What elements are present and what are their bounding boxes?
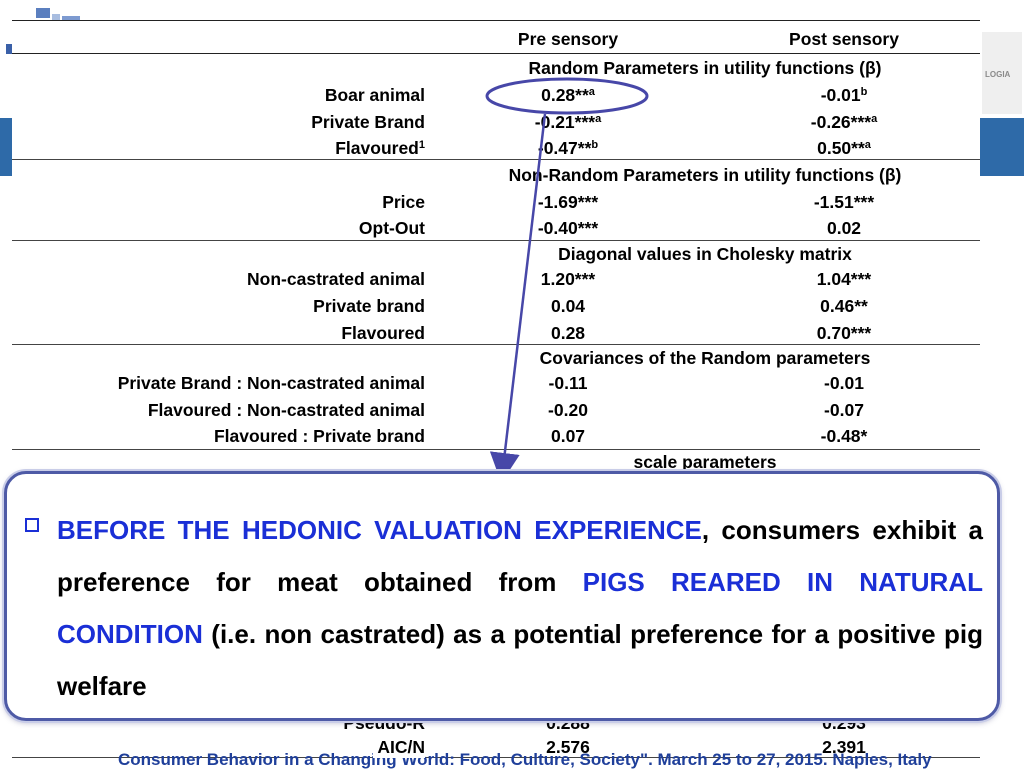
- cell-non-castrated-pre: 1.20***: [540, 269, 596, 289]
- rule-nonrandom-end: [12, 240, 980, 241]
- cell-non-castrated-post: 1.04***: [816, 269, 872, 289]
- cell-private-brand-post: -0.26***a: [810, 112, 878, 132]
- section-nonrandom-title: Non-Random Parameters in utility functio…: [508, 165, 902, 185]
- highlight-ellipse: [485, 77, 649, 115]
- row-label-opt-out: Opt-Out: [358, 218, 425, 238]
- cell-opt-out-pre: -0.40***: [537, 218, 599, 238]
- side-bar-left: [0, 118, 12, 176]
- row-label-private-brand-2: Private brand: [313, 296, 425, 316]
- section-random-title: Random Parameters in utility functions (…: [528, 58, 882, 78]
- rule-random-end: [12, 159, 980, 160]
- callout-text-4: (i.e. non castrated) as a potential pref…: [57, 619, 983, 701]
- cell-flavoured-2-post: 0.70***: [816, 323, 872, 343]
- cell-price-pre: -1.69***: [537, 192, 599, 212]
- callout-text-2: , consumers exhibit a preference for mea…: [57, 515, 983, 597]
- cell-private-brand-2-pre: 0.04: [550, 296, 586, 316]
- cell-cov-3-post: -0.48*: [820, 426, 868, 446]
- row-label-private-brand: Private Brand: [311, 112, 425, 132]
- rule-top: [12, 20, 980, 21]
- section-cov-title: Covariances of the Random parameters: [539, 348, 871, 368]
- logo-square-2: [52, 14, 60, 20]
- cell-private-brand-pre: -0.21***a: [534, 112, 602, 132]
- cell-flavoured-pre: -0.47**b: [537, 138, 599, 158]
- rule-bottom: [12, 757, 980, 758]
- post-sensory-header: Post sensory: [789, 29, 899, 49]
- row-label-aic: AIC/N: [373, 736, 425, 758]
- logo-square-3: [62, 16, 80, 21]
- cell-opt-out-post: 0.02: [826, 218, 862, 238]
- cell-flavoured-post: 0.50**a: [817, 138, 871, 158]
- row-label-cov-2: Flavoured : Non-castrated animal: [147, 400, 425, 420]
- cell-boar-pre: 0.28**a: [541, 85, 595, 105]
- rule-cov-end: [12, 449, 980, 450]
- row-label-cov-1: Private Brand : Non-castrated animal: [117, 373, 425, 393]
- cell-price-post: -1.51***: [813, 192, 875, 212]
- cell-cov-3-pre: 0.07: [550, 426, 586, 446]
- section-cholesky-title: Diagonal values in Cholesky matrix: [558, 244, 852, 264]
- right-logo-text: LOGIA: [985, 70, 1011, 79]
- cell-cov-1-post: -0.01: [824, 373, 864, 393]
- row-label-boar: Boar animal: [324, 85, 425, 105]
- callout-highlight-1: BEFORE THE HEDONIC VALUATION EXPERIENCE: [57, 515, 702, 545]
- logo-square-1: [36, 8, 50, 18]
- row-label-flavoured: Flavoured1: [335, 138, 425, 158]
- side-bar-right: [980, 118, 1024, 176]
- callout-text: BEFORE THE HEDONIC VALUATION EXPERIENCE,…: [57, 504, 983, 712]
- footer-conference-text: Consumer Behavior in a Changing World: F…: [118, 750, 932, 769]
- cell-cov-1-pre: -0.11: [548, 373, 588, 393]
- cell-private-brand-2-post: 0.46**: [820, 296, 868, 316]
- checkbox-bullet-icon: [25, 518, 39, 532]
- callout-box: BEFORE THE HEDONIC VALUATION EXPERIENCE,…: [4, 471, 1000, 721]
- pre-sensory-header: Pre sensory: [517, 29, 619, 49]
- logo-square-4: [6, 44, 12, 54]
- annotation-arrow: [489, 113, 547, 483]
- row-label-price: Price: [382, 192, 425, 212]
- row-label-cov-3: Flavoured : Private brand: [213, 426, 425, 446]
- cell-aic-pre: 2.576: [546, 737, 590, 757]
- cell-aic-post: 2.391: [822, 737, 866, 757]
- row-label-non-castrated: Non-castrated animal: [247, 269, 425, 289]
- cell-boar-post: -0.01b: [820, 85, 868, 105]
- cell-flavoured-2-pre: 0.28: [550, 323, 586, 343]
- row-label-flavoured-2: Flavoured: [341, 323, 425, 343]
- callout-highlight-2: PIGS REARED IN NATURAL CONDITION: [57, 567, 983, 649]
- cell-cov-2-pre: -0.20: [548, 400, 588, 420]
- section-scale-title: scale parameters: [633, 452, 777, 472]
- side-strip-right: [982, 32, 1022, 114]
- cell-cov-2-post: -0.07: [824, 400, 864, 420]
- rule-header: [12, 53, 980, 54]
- rule-cholesky-end: [12, 344, 980, 345]
